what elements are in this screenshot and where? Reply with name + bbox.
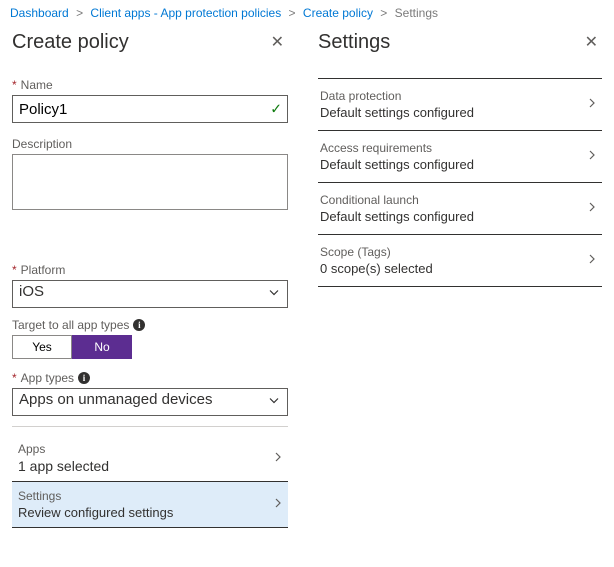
name-input[interactable]	[12, 95, 288, 123]
create-policy-panel: Create policy ✕ Name ✓ Description Platf…	[0, 24, 300, 540]
apps-nav-title: Apps	[18, 442, 109, 456]
apps-nav-item[interactable]: Apps 1 app selected	[12, 435, 288, 482]
apptypes-select[interactable]: Apps on unmanaged devices	[12, 388, 288, 416]
breadcrumb-sep: >	[289, 6, 296, 20]
chevron-right-icon	[272, 497, 284, 512]
chevron-right-icon	[586, 201, 598, 216]
data-protection-title: Data protection	[320, 89, 474, 103]
breadcrumb-sep: >	[76, 6, 83, 20]
close-settings-button[interactable]: ✕	[581, 28, 602, 56]
breadcrumb-sep: >	[380, 6, 387, 20]
breadcrumb: Dashboard > Client apps - App protection…	[0, 0, 614, 24]
breadcrumb-createpolicy[interactable]: Create policy	[303, 6, 373, 20]
apptypes-label: App types i	[12, 371, 288, 385]
scope-tags-row[interactable]: Scope (Tags) 0 scope(s) selected	[318, 235, 602, 287]
settings-nav-item[interactable]: Settings Review configured settings	[12, 482, 288, 528]
conditional-launch-row[interactable]: Conditional launch Default settings conf…	[318, 183, 602, 235]
access-req-title: Access requirements	[320, 141, 474, 155]
chevron-right-icon	[586, 149, 598, 164]
create-policy-title: Create policy	[12, 31, 129, 54]
cond-launch-title: Conditional launch	[320, 193, 474, 207]
platform-label: Platform	[12, 263, 288, 277]
info-icon: i	[133, 319, 145, 331]
target-label: Target to all app types i	[12, 318, 288, 332]
access-requirements-row[interactable]: Access requirements Default settings con…	[318, 131, 602, 183]
breadcrumb-settings: Settings	[395, 6, 438, 20]
data-protection-sub: Default settings configured	[320, 105, 474, 120]
settings-nav-sub: Review configured settings	[18, 505, 173, 520]
settings-nav-title: Settings	[18, 489, 173, 503]
cond-launch-sub: Default settings configured	[320, 209, 474, 224]
breadcrumb-clientapps[interactable]: Client apps - App protection policies	[90, 6, 281, 20]
chevron-right-icon	[272, 451, 284, 466]
name-valid-icon: ✓	[270, 101, 282, 118]
settings-panel-title: Settings	[318, 31, 390, 54]
description-input[interactable]	[12, 154, 288, 210]
apptypes-value: Apps on unmanaged devices	[19, 391, 212, 408]
data-protection-row[interactable]: Data protection Default settings configu…	[318, 79, 602, 131]
chevron-right-icon	[586, 253, 598, 268]
apps-nav-sub: 1 app selected	[18, 458, 109, 474]
chevron-right-icon	[586, 97, 598, 112]
name-label: Name	[12, 78, 288, 92]
settings-panel: Settings ✕ Data protection Default setti…	[300, 24, 614, 540]
scope-title: Scope (Tags)	[320, 245, 433, 259]
target-toggle: Yes No	[12, 335, 288, 359]
access-req-sub: Default settings configured	[320, 157, 474, 172]
description-label: Description	[12, 137, 288, 151]
target-no-button[interactable]: No	[72, 335, 132, 359]
close-create-policy-button[interactable]: ✕	[267, 28, 288, 56]
breadcrumb-dashboard[interactable]: Dashboard	[10, 6, 69, 20]
info-icon: i	[78, 372, 90, 384]
scope-sub: 0 scope(s) selected	[320, 261, 433, 276]
target-yes-button[interactable]: Yes	[12, 335, 72, 359]
platform-value: iOS	[19, 283, 44, 300]
platform-select[interactable]: iOS	[12, 280, 288, 308]
